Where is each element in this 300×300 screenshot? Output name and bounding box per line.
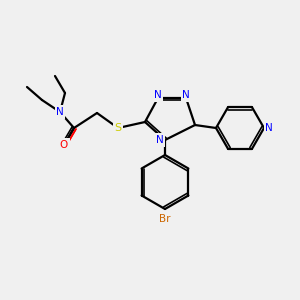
- Text: N: N: [156, 135, 164, 145]
- Text: S: S: [114, 123, 122, 133]
- Text: N: N: [56, 107, 64, 117]
- Text: N: N: [182, 90, 190, 100]
- Text: N: N: [265, 123, 273, 133]
- Text: Br: Br: [159, 214, 171, 224]
- Text: N: N: [154, 90, 162, 100]
- Text: O: O: [60, 140, 68, 150]
